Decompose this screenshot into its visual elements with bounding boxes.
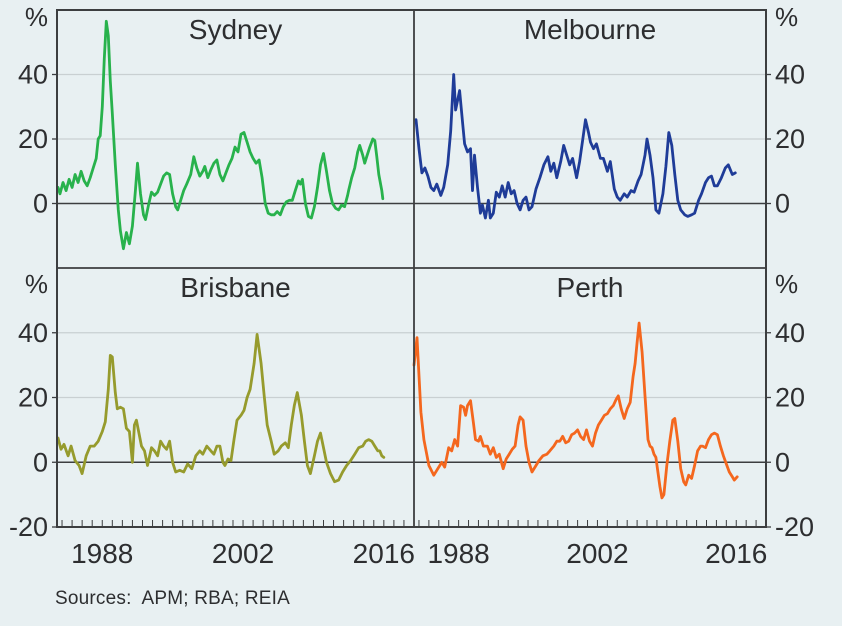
y-axis-label-40: 40 [775,60,805,90]
x-axis-label-2002: 2002 [212,538,274,569]
x-axis-label-2016: 2016 [705,538,767,569]
series-line-perth [412,321,739,500]
percent-axis-label: % [25,2,48,32]
y-axis-label-20: 20 [18,124,48,154]
y-axis-label-40: 40 [18,60,48,90]
y-axis-label-0: 0 [775,189,790,219]
series-line-brisbane [56,332,386,484]
y-axis-label-20: 20 [18,383,48,413]
y-axis-label-40: 40 [775,318,805,348]
x-axis-label-2016: 2016 [353,538,415,569]
panel-title-sydney: Sydney [189,14,282,45]
percent-axis-label: % [775,2,798,32]
percent-axis-label: % [775,269,798,299]
series-line-sydney [56,19,385,251]
y-axis-label-20: 20 [775,124,805,154]
y-axis-label-20: 20 [775,383,805,413]
x-axis-label-1988: 1988 [427,538,489,569]
y-axis-label--20: -20 [9,512,48,542]
source-note: Sources: APM; RBA; REIA [55,588,290,609]
panel-title-melbourne: Melbourne [524,14,656,45]
y-axis-label-0: 0 [775,447,790,477]
panel-title-perth: Perth [557,272,624,303]
percent-axis-label: % [25,269,48,299]
x-axis-label-1988: 1988 [71,538,133,569]
x-axis-label-2002: 2002 [566,538,628,569]
y-axis-label--20: -20 [775,512,814,542]
series-line-melbourne [414,73,737,220]
y-axis-label-0: 0 [33,189,48,219]
panel-title-brisbane: Brisbane [180,272,291,303]
y-axis-label-40: 40 [18,318,48,348]
y-axis-label-0: 0 [33,447,48,477]
